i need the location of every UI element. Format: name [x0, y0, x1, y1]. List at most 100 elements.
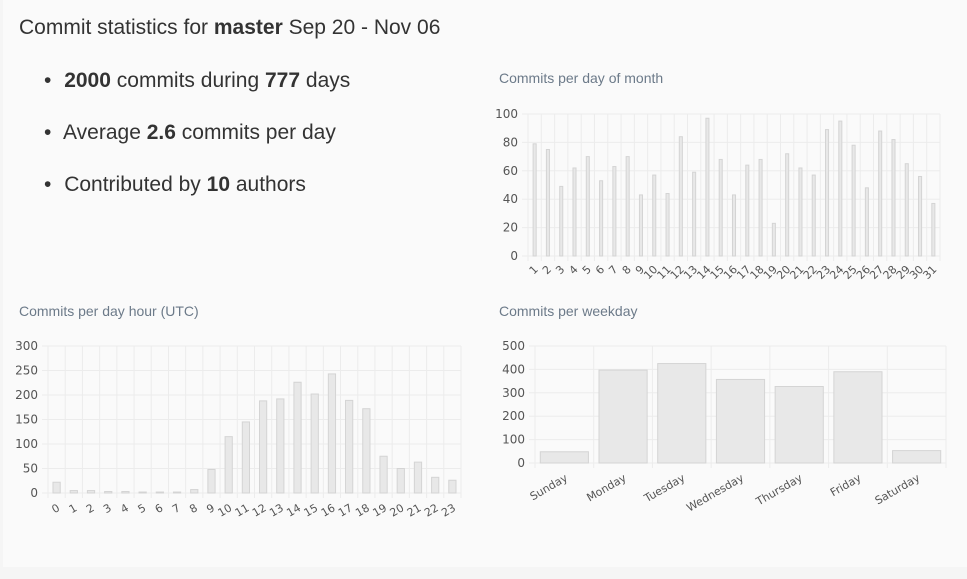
bar-day-of-month-27 [878, 130, 883, 257]
bar-weekday-Friday [833, 371, 883, 464]
x-tick-label: 0 [50, 501, 63, 516]
y-tick-label: 100 [495, 107, 518, 121]
bar-day-of-month-26 [864, 187, 869, 257]
y-tick-label: 60 [503, 164, 518, 178]
bar-day-of-month-12 [678, 136, 683, 257]
chart-weekday: 0 100 200 300 400 500 Sunday Monday TuesdayWedne… [502, 339, 947, 514]
bar-day-hour-8 [190, 489, 199, 494]
stat-commits: 2000 commits during 777 days [44, 66, 350, 118]
y-tick-label: 20 [503, 221, 518, 235]
bar-day-of-month-16 [731, 194, 737, 257]
x-tick-label: Thursday [753, 471, 805, 509]
bar-day-hour-21 [413, 461, 423, 494]
x-tick-label: Monday [584, 471, 629, 504]
commit-stats-list: 2000 commits during 777 days Average 2.6… [44, 66, 350, 222]
bar-day-hour-7 [172, 491, 182, 494]
bar-weekday-Wednesday [715, 378, 766, 464]
x-tick-label: 12 [250, 501, 269, 519]
x-tick-label: 14 [284, 501, 303, 519]
bar-day-hour-16 [327, 373, 337, 494]
bar-day-hour-17 [345, 399, 354, 494]
date-range: Sep 20 - Nov 06 [288, 16, 441, 39]
bar-day-hour-5 [138, 491, 147, 494]
bar-day-of-month-22 [811, 174, 816, 257]
x-tick-label: 3 [553, 263, 567, 277]
y-tick-label: 0 [30, 486, 38, 500]
stat-authors: Contributed by 10 authors [44, 170, 350, 222]
bar-day-of-month-24 [838, 120, 843, 257]
bar-day-of-month-23 [825, 129, 830, 257]
x-tick-label: 10 [216, 501, 235, 519]
bar-day-hour-14 [293, 381, 302, 494]
bar-day-hour-22 [431, 476, 440, 494]
bar-day-of-month-17 [745, 164, 750, 257]
x-tick-label: 16 [319, 501, 338, 519]
bar-day-hour-3 [104, 491, 113, 494]
bar-day-of-month-13 [692, 171, 697, 257]
bar-day-of-month-5 [585, 156, 590, 257]
x-tick-label: 2 [84, 501, 97, 516]
y-tick-label: 250 [15, 364, 38, 378]
x-tick-label: 4 [566, 263, 580, 277]
commits-count: 2000 [64, 69, 111, 92]
bar-day-hour-2 [86, 490, 96, 494]
authors-prefix: Contributed by [64, 173, 201, 196]
y-tick-label: 300 [502, 386, 525, 400]
bar-day-of-month-20 [785, 153, 790, 257]
y-tick-label: 100 [502, 433, 525, 447]
bar-weekday-Thursday [774, 385, 824, 464]
bar-day-of-month-4 [572, 167, 577, 257]
x-tick-label: Saturday [873, 471, 923, 507]
x-tick-label: 1 [527, 263, 541, 277]
x-tick-label: 22 [422, 501, 441, 519]
y-tick-label: 80 [503, 135, 518, 149]
avg-prefix: Average [63, 121, 141, 144]
x-tick-label: 17 [336, 501, 355, 519]
bar-weekday-Monday [598, 369, 648, 464]
bar-day-of-month-18 [758, 158, 763, 257]
x-tick-label: 11 [233, 501, 252, 519]
y-tick-label: 300 [15, 339, 38, 353]
bar-day-hour-4 [121, 491, 130, 494]
bar-day-hour-18 [362, 408, 371, 494]
x-tick-label: 2 [540, 263, 554, 277]
x-tick-label: Sunday [528, 471, 571, 503]
x-tick-label: 8 [187, 501, 200, 516]
branch-name: master [213, 16, 283, 39]
x-tick-label: 18 [353, 501, 372, 519]
bar-day-hour-9 [207, 468, 216, 494]
x-tick-label: 6 [593, 263, 607, 277]
y-tick-label: 50 [23, 462, 38, 476]
bar-day-of-month-3 [559, 185, 564, 257]
bar-weekday-Sunday [539, 451, 589, 464]
x-tick-label: 3 [101, 501, 114, 516]
y-tick-label: 150 [15, 413, 38, 427]
bar-day-of-month-7 [612, 166, 617, 257]
y-tick-label: 200 [15, 388, 38, 402]
x-tick-label: 4 [118, 501, 131, 516]
authors-suffix: authors [235, 173, 306, 196]
bar-day-hour-6 [155, 491, 164, 494]
chart-title-day-of-month: Commits per day of month [499, 70, 664, 86]
bar-day-of-month-14 [705, 117, 710, 257]
days-count: 777 [265, 69, 301, 92]
authors-count: 10 [206, 173, 230, 196]
bar-day-of-month-8 [625, 156, 630, 257]
bar-day-hour-11 [241, 421, 251, 494]
bar-weekday-Tuesday [657, 363, 707, 464]
stat-average: Average 2.6 commits per day [44, 118, 350, 170]
bar-day-of-month-25 [851, 144, 856, 257]
bar-day-hour-23 [448, 479, 457, 494]
y-tick-label: 400 [502, 362, 525, 376]
bar-day-of-month-11 [665, 193, 670, 257]
commits-mid-text: commits during [116, 69, 260, 92]
bar-day-of-month-15 [718, 158, 723, 257]
avg-suffix: commits per day [181, 121, 336, 144]
bar-day-hour-12 [258, 400, 268, 494]
bar-day-of-month-1 [532, 143, 537, 257]
x-tick-label: 21 [405, 501, 424, 519]
x-tick-label: 20 [388, 501, 407, 519]
x-tick-label: 8 [620, 263, 634, 277]
